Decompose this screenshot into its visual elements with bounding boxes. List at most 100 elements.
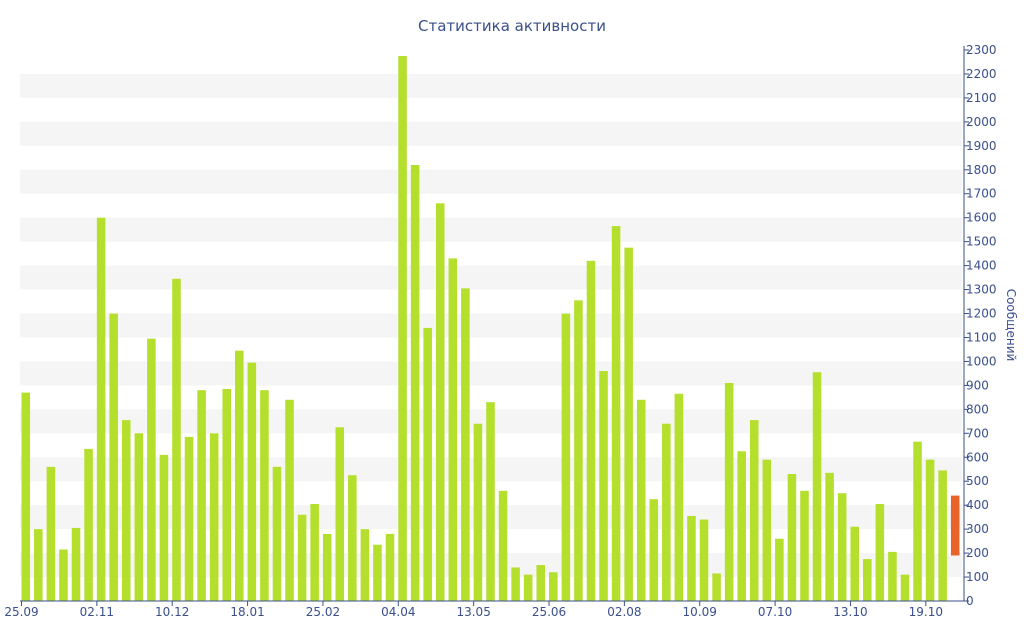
bar[interactable] bbox=[787, 474, 797, 601]
grid-band bbox=[20, 217, 962, 242]
bar[interactable] bbox=[109, 313, 118, 601]
bar[interactable] bbox=[410, 164, 420, 601]
bar[interactable] bbox=[586, 260, 596, 601]
y-tick-label: 800 bbox=[966, 402, 989, 416]
bar[interactable] bbox=[486, 402, 495, 601]
bar[interactable] bbox=[662, 423, 671, 601]
bar[interactable] bbox=[762, 459, 772, 601]
bar[interactable] bbox=[712, 573, 721, 601]
bar[interactable] bbox=[297, 514, 307, 601]
bar[interactable] bbox=[724, 382, 734, 601]
bar[interactable] bbox=[96, 217, 106, 601]
x-tick-label: 02.08 bbox=[607, 605, 641, 619]
bar[interactable] bbox=[121, 420, 131, 601]
bar[interactable] bbox=[699, 519, 709, 601]
bar[interactable] bbox=[285, 399, 294, 601]
grid-band bbox=[20, 121, 962, 146]
y-tick-label: 1100 bbox=[966, 330, 997, 344]
bar[interactable] bbox=[473, 423, 483, 601]
bar[interactable] bbox=[574, 300, 583, 601]
bar[interactable] bbox=[812, 372, 822, 601]
bar[interactable] bbox=[398, 55, 407, 601]
bar[interactable] bbox=[59, 549, 68, 601]
bar[interactable] bbox=[34, 529, 43, 601]
bar[interactable] bbox=[461, 288, 470, 601]
x-tick-label: 10.09 bbox=[683, 605, 717, 619]
bar[interactable] bbox=[863, 559, 872, 601]
bar[interactable] bbox=[335, 427, 345, 601]
y-tick-label: 1200 bbox=[966, 307, 997, 321]
bar[interactable] bbox=[837, 493, 847, 601]
bar[interactable] bbox=[448, 258, 458, 601]
y-tick-label: 1000 bbox=[966, 354, 997, 368]
bar[interactable] bbox=[511, 567, 520, 601]
bar[interactable] bbox=[749, 420, 759, 601]
bar[interactable] bbox=[687, 515, 696, 601]
bar[interactable] bbox=[159, 454, 169, 601]
bar[interactable] bbox=[900, 574, 910, 601]
bar[interactable] bbox=[197, 390, 206, 601]
bar[interactable] bbox=[222, 388, 232, 601]
bar[interactable] bbox=[825, 472, 834, 601]
bar[interactable] bbox=[875, 503, 885, 601]
x-tick-label: 25.02 bbox=[306, 605, 340, 619]
bar[interactable] bbox=[21, 392, 31, 601]
bar[interactable] bbox=[649, 499, 659, 601]
bar[interactable] bbox=[147, 338, 156, 601]
bar[interactable] bbox=[247, 362, 257, 601]
bar[interactable] bbox=[310, 503, 319, 601]
bar[interactable] bbox=[348, 475, 357, 601]
y-tick-label: 100 bbox=[966, 570, 989, 584]
bar[interactable] bbox=[209, 433, 219, 601]
bar[interactable] bbox=[850, 526, 860, 601]
bar[interactable] bbox=[498, 490, 508, 601]
x-tick-label: 25.09 bbox=[4, 605, 38, 619]
current-period-bar[interactable] bbox=[950, 495, 960, 556]
bar[interactable] bbox=[184, 436, 194, 601]
y-tick-label: 1500 bbox=[966, 235, 997, 249]
bar[interactable] bbox=[172, 278, 181, 601]
bar[interactable] bbox=[134, 433, 144, 601]
bar[interactable] bbox=[938, 470, 947, 601]
x-tick-label: 13.10 bbox=[833, 605, 867, 619]
bar[interactable] bbox=[674, 393, 684, 601]
bar[interactable] bbox=[611, 226, 621, 601]
bar[interactable] bbox=[624, 247, 633, 602]
bar[interactable] bbox=[71, 527, 81, 601]
bar[interactable] bbox=[360, 529, 370, 601]
bar[interactable] bbox=[800, 490, 809, 601]
y-axis-label: Сообщений bbox=[1004, 289, 1018, 362]
bar[interactable] bbox=[561, 313, 571, 601]
bar[interactable] bbox=[435, 203, 445, 602]
bar[interactable] bbox=[737, 451, 746, 601]
x-tick-label: 13.05 bbox=[456, 605, 490, 619]
y-tick-label: 700 bbox=[966, 426, 989, 440]
x-tick-label: 02.11 bbox=[80, 605, 114, 619]
x-tick-label: 25.06 bbox=[532, 605, 566, 619]
bar[interactable] bbox=[536, 565, 546, 601]
bar[interactable] bbox=[46, 466, 56, 601]
bar[interactable] bbox=[385, 533, 395, 601]
x-tick-label: 04.04 bbox=[381, 605, 415, 619]
bar[interactable] bbox=[599, 371, 608, 601]
bar[interactable] bbox=[913, 441, 922, 601]
bar[interactable] bbox=[925, 459, 935, 601]
bar[interactable] bbox=[888, 551, 897, 601]
y-tick-label: 2100 bbox=[966, 91, 997, 105]
bar[interactable] bbox=[84, 448, 93, 601]
y-tick-label: 2000 bbox=[966, 115, 997, 129]
bar[interactable] bbox=[272, 466, 282, 601]
bar[interactable] bbox=[775, 538, 784, 601]
bar[interactable] bbox=[549, 572, 558, 601]
bar[interactable] bbox=[523, 574, 533, 601]
bar[interactable] bbox=[423, 327, 432, 601]
chart-title: Статистика активности bbox=[418, 17, 606, 35]
bar[interactable] bbox=[322, 533, 332, 601]
bar[interactable] bbox=[235, 350, 244, 601]
y-tick-label: 0 bbox=[966, 594, 974, 608]
bar[interactable] bbox=[636, 399, 646, 601]
bar[interactable] bbox=[373, 544, 382, 601]
x-axis-ticks: 25.09 02.11 10.12 18.01 25.02 04.04 13.05 25.06… bbox=[4, 601, 943, 619]
bar[interactable] bbox=[260, 390, 269, 601]
y-axis-ticks: 0 100 200 300 400 500 600 700 800 900 1000 1100 1200… bbox=[964, 43, 997, 608]
